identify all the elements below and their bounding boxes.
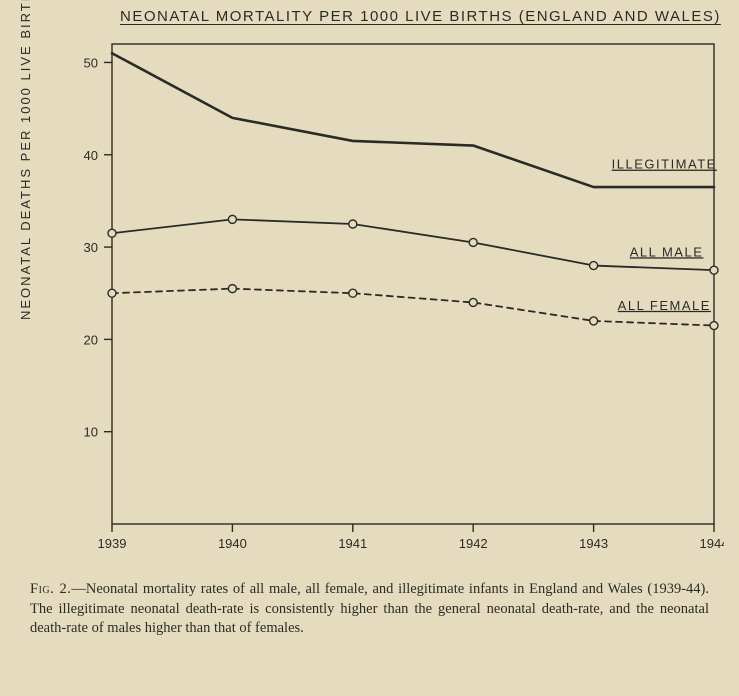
chart-title: NEONATAL MORTALITY PER 1000 LIVE BIRTHS …: [120, 8, 721, 25]
page: NEONATAL MORTALITY PER 1000 LIVE BIRTHS …: [0, 0, 739, 696]
svg-text:1942: 1942: [459, 536, 488, 551]
svg-text:20: 20: [84, 332, 98, 347]
svg-text:ILLEGITIMATE: ILLEGITIMATE: [612, 157, 717, 172]
figure-label: Fig. 2.: [30, 581, 71, 597]
svg-text:1943: 1943: [579, 536, 608, 551]
svg-text:30: 30: [84, 240, 98, 255]
svg-text:40: 40: [84, 148, 98, 163]
svg-text:ALL FEMALE: ALL FEMALE: [618, 298, 711, 313]
caption-text: —Neonatal mortality rates of all male, a…: [30, 581, 709, 636]
chart-svg: 10 20 30 40 50 1939 1940 1941 1942 1943 1944 ILLEGI…: [64, 30, 724, 560]
svg-text:10: 10: [84, 425, 98, 440]
svg-text:1939: 1939: [98, 536, 127, 551]
svg-text:50: 50: [84, 55, 98, 70]
svg-text:ALL MALE: ALL MALE: [630, 244, 704, 259]
svg-text:1941: 1941: [338, 536, 367, 551]
y-axis-label: NEONATAL DEATHS PER 1000 LIVE BIRTHS: [18, 0, 33, 320]
chart-area: 10 20 30 40 50 1939 1940 1941 1942 1943 1944 ILLEGI…: [64, 30, 724, 560]
svg-text:1940: 1940: [218, 536, 247, 551]
figure-caption: Fig. 2.—Neonatal mortality rates of all …: [30, 580, 709, 639]
svg-text:1944: 1944: [700, 536, 724, 551]
